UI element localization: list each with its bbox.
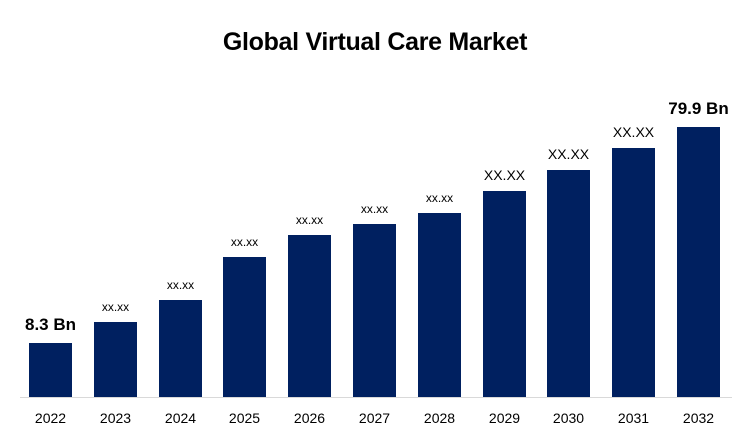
x-tick-2025: 2025	[228, 410, 261, 426]
x-tick-2031: 2031	[617, 410, 650, 426]
data-label-2028: xx.xx	[425, 191, 454, 205]
data-label-2031: XX.XX	[612, 124, 655, 140]
x-tick-2026: 2026	[293, 410, 326, 426]
chart-title: Global Virtual Care Market	[222, 28, 528, 56]
bar-2022	[29, 343, 72, 397]
bar-2026	[288, 235, 331, 397]
bar-2028	[418, 213, 461, 397]
data-label-2023: xx.xx	[101, 300, 130, 314]
bar-2031	[612, 148, 655, 397]
data-label-2032: 79.9 Bn	[668, 99, 729, 118]
x-tick-2030: 2030	[552, 410, 585, 426]
data-label-2024: xx.xx	[166, 278, 195, 292]
bar-2027	[353, 224, 396, 397]
bar-2029	[483, 191, 526, 397]
x-tick-2024: 2024	[164, 410, 197, 426]
x-tick-2028: 2028	[423, 410, 456, 426]
bar-2025	[223, 257, 266, 397]
x-tick-2029: 2029	[488, 410, 521, 426]
data-label-2022: 8.3 Bn	[24, 315, 77, 334]
data-label-2026: xx.xx	[295, 213, 324, 227]
bar-2032	[677, 127, 720, 397]
x-axis-line	[20, 397, 732, 398]
bar-2024	[159, 300, 202, 397]
data-label-2029: XX.XX	[483, 167, 526, 183]
data-label-2025: xx.xx	[230, 235, 259, 249]
data-label-2030: XX.XX	[547, 146, 590, 162]
x-tick-2027: 2027	[358, 410, 391, 426]
x-tick-2023: 2023	[99, 410, 132, 426]
bar-2023	[94, 322, 137, 397]
data-label-2027: xx.xx	[360, 202, 389, 216]
x-tick-2022: 2022	[34, 410, 67, 426]
bar-2030	[547, 170, 590, 397]
x-tick-2032: 2032	[682, 410, 715, 426]
